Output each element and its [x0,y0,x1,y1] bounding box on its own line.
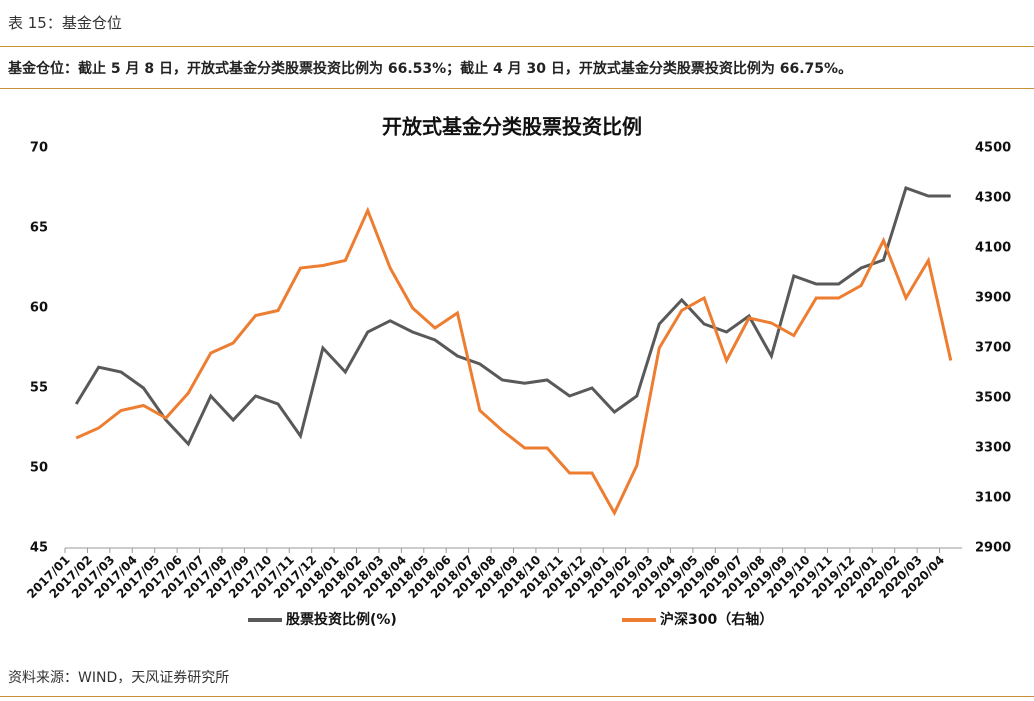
y-tick-label: 45 [30,541,48,556]
y-tick-label: 70 [30,141,48,156]
y2-tick-label: 3100 [975,491,1011,506]
y2-tick-label: 3700 [975,341,1011,356]
rule [0,88,1034,89]
source: 资料来源：WIND，天风证券研究所 [8,670,230,686]
y2-tick-label: 3900 [975,291,1011,306]
y2-tick-label: 4500 [975,141,1011,156]
summary: 基金仓位：截止 5 月 8 日，开放式基金分类股票投资比例为 66.53%；截止… [8,61,853,77]
y-tick-label: 60 [30,301,48,316]
y2-tick-label: 2900 [975,541,1011,556]
y2-tick-label: 4300 [975,191,1011,206]
legend-label: 股票投资比例(%) [286,611,397,628]
chart-title: 开放式基金分类股票投资比例 [382,115,642,139]
rule [0,46,1034,47]
chart: 开放式基金分类股票投资比例 45 50 55 60 65 70 2900 3100 3300 35… [24,115,1011,629]
legend-label: 沪深300（右轴） [660,611,773,628]
y-tick-label: 50 [30,461,48,476]
y-tick-label: 65 [30,221,48,236]
series-line [74,186,951,447]
table-caption: 表 15：基金仓位 [8,14,122,32]
y2-tick-label: 3300 [975,441,1011,456]
rule [0,696,1034,697]
y-tick-label: 55 [30,381,48,396]
series-line [75,206,953,517]
y2-tick-label: 4100 [975,241,1011,256]
y2-tick-label: 3500 [975,391,1011,406]
